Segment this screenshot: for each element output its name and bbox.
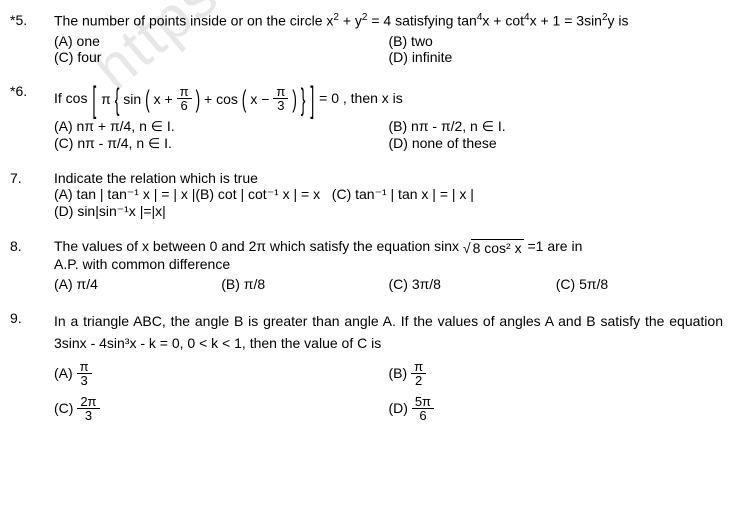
option-a: (A) one <box>54 33 389 49</box>
q6-x2: x − <box>250 84 269 115</box>
option-a: (A) nπ + π/4, n ∈ I. <box>54 118 389 135</box>
option-d: (D) infinite <box>389 49 724 65</box>
option-d: (C) 5π/8 <box>556 276 723 292</box>
question-body: If cos [ π { sin ( x + π6 ) + cos ( x − … <box>54 83 723 153</box>
option-a: (A) π3 <box>54 360 389 388</box>
brace-close: } <box>301 65 306 133</box>
question-9: 9. In a triangle ABC, the angle B is gre… <box>10 310 723 423</box>
sqrt-inner: 8 cos² x <box>471 239 524 256</box>
frac-den: 2 <box>411 374 426 388</box>
option-a: (A) π/4 <box>54 276 221 292</box>
q6-eq: = 0 , then x is <box>319 90 403 106</box>
q6-lead: If cos <box>54 90 87 106</box>
paren-open: ( <box>242 71 247 126</box>
option-c: (C) 2π3 <box>54 395 389 423</box>
q5-text-3: = 4 satisfying <box>367 13 453 29</box>
brace-open: { <box>115 65 120 133</box>
option-c: (C) tan⁻¹ | tan x | = | x | <box>332 186 474 202</box>
question-6: *6. If cos [ π { sin ( x + π6 ) + cos ( … <box>10 83 723 153</box>
frac-den: 6 <box>412 409 434 423</box>
option-label: (C) <box>54 400 73 416</box>
q8-line2: A.P. with common difference <box>54 256 723 272</box>
question-5: *5. The number of points inside or on th… <box>10 12 723 65</box>
q6-sin: sin <box>123 84 141 115</box>
question-8: 8. The values of x between 0 and 2π whic… <box>10 238 723 291</box>
option-b: (B) two <box>389 33 724 49</box>
option-d: (D) 5π6 <box>389 395 724 423</box>
question-body: The number of points inside or on the ci… <box>54 12 723 65</box>
option-c: (C) 3π/8 <box>389 276 556 292</box>
q5-line2-2: x + cot <box>482 13 524 29</box>
q8-text-1: The values of x between 0 and 2π which s… <box>54 238 459 254</box>
option-b: (B) nπ - π/2, n ∈ I. <box>389 118 724 135</box>
question-body: The values of x between 0 and 2π which s… <box>54 238 723 291</box>
frac-num: 5π <box>412 395 434 409</box>
frac-num: π <box>273 85 288 99</box>
frac-den: 3 <box>77 409 99 423</box>
frac-den: 6 <box>177 99 192 113</box>
question-7: 7. Indicate the relation which is true (… <box>10 170 723 220</box>
q6-plus: + cos <box>204 84 238 115</box>
q5-text-1: The number of points inside or on the ci… <box>54 13 333 29</box>
frac-num: π <box>77 360 92 374</box>
q9-text: In a triangle ABC, the angle B is greate… <box>54 310 723 355</box>
paren-open: ( <box>145 71 150 126</box>
paren-close: ) <box>292 71 297 126</box>
option-label: (A) <box>54 365 73 381</box>
bracket-open: [ <box>92 59 96 139</box>
option-label: (D) <box>389 400 408 416</box>
option-label: (B) <box>389 365 408 381</box>
question-number: *5. <box>10 12 54 65</box>
option-b: (B) π2 <box>389 360 724 388</box>
q5-text-2: + y <box>339 13 362 29</box>
q8-text-2: =1 are in <box>524 238 583 254</box>
option-a: (A) tan | tan⁻¹ x | = | x | <box>54 186 195 202</box>
q7-text: Indicate the relation which is true <box>54 170 723 186</box>
frac-den: 3 <box>273 99 288 113</box>
q5-line2-3: x + 1 = 3sin <box>530 13 602 29</box>
q5-line2-1: tan <box>457 13 476 29</box>
option-d: (D) none of these <box>389 135 724 152</box>
question-list: *5. The number of points inside or on th… <box>10 12 723 423</box>
frac-num: π <box>411 360 426 374</box>
option-b: (B) π/8 <box>221 276 388 292</box>
question-number: 7. <box>10 170 54 220</box>
option-c: (C) four <box>54 49 389 65</box>
question-number: 9. <box>10 310 54 423</box>
q5-line2-4: y is <box>608 13 629 29</box>
bracket-close: ] <box>310 59 314 139</box>
question-body: In a triangle ABC, the angle B is greate… <box>54 310 723 423</box>
option-d: (D) sin|sin⁻¹x |=|x| <box>54 203 723 220</box>
question-body: Indicate the relation which is true (A) … <box>54 170 723 220</box>
frac-num: 2π <box>77 395 99 409</box>
question-number: *6. <box>10 83 54 153</box>
question-number: 8. <box>10 238 54 291</box>
q6-x1: x + <box>154 84 173 115</box>
frac-den: 3 <box>77 374 92 388</box>
option-c: (C) nπ - π/4, n ∈ I. <box>54 135 389 152</box>
paren-close: ) <box>195 71 200 126</box>
option-b: (B) cot | cot⁻¹ x | = x <box>195 186 320 202</box>
frac-num: π <box>177 85 192 99</box>
